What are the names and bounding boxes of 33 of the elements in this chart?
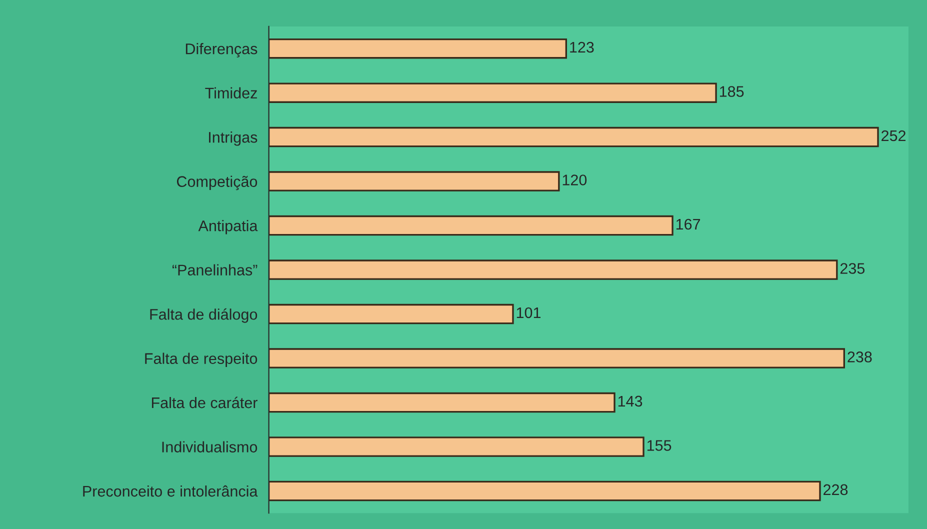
y-tick-label: Competição (176, 176, 258, 190)
data-label: 155 (647, 440, 672, 451)
y-tick-label: Individualismo (162, 441, 258, 452)
y-tick-label: Diferenças (186, 43, 258, 58)
data-label: 167 (676, 218, 700, 230)
bar (268, 38, 567, 59)
y-tick-label: Antipatia (198, 220, 258, 234)
bar (268, 82, 717, 103)
y-tick-label: Falta de respeito (145, 352, 258, 367)
bar (268, 215, 674, 236)
data-label: 101 (516, 307, 541, 318)
data-label: 123 (570, 42, 594, 53)
y-tick-label: Timidez (205, 87, 257, 98)
y-tick-label: Falta de caráter (152, 396, 258, 408)
bar (268, 348, 845, 368)
data-label: 238 (848, 352, 872, 362)
bar (268, 392, 616, 413)
y-tick-label: Falta de diálogo (150, 308, 258, 323)
data-label: 252 (882, 130, 906, 142)
data-label: 185 (720, 86, 744, 97)
bar (268, 126, 879, 148)
bar (268, 171, 560, 192)
y-tick-label: Preconceito e intolerância (83, 485, 258, 497)
y-tick-label: Intrigas (209, 132, 258, 146)
y-tick-label: “Panelinhas” (172, 264, 258, 276)
bar (268, 260, 838, 280)
bar (268, 480, 821, 502)
data-label: 120 (562, 174, 587, 186)
bar (268, 436, 644, 457)
data-label: 228 (824, 484, 848, 496)
data-label: 235 (840, 263, 865, 274)
bar (268, 304, 514, 324)
data-label: 143 (618, 396, 642, 407)
